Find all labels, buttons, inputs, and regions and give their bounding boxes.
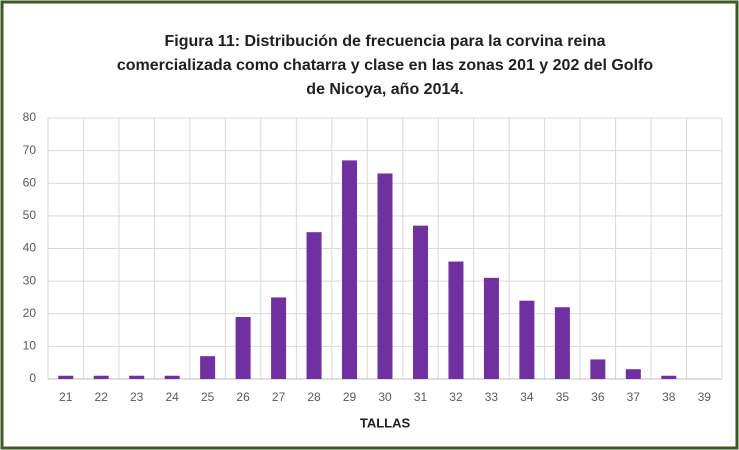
x-tick-label: 38 — [662, 390, 676, 404]
bar — [342, 160, 358, 379]
y-tick-label: 30 — [23, 273, 37, 287]
x-axis-title: TALLAS — [360, 415, 411, 430]
bar — [483, 277, 499, 379]
x-tick-label: 28 — [307, 390, 321, 404]
bar — [377, 173, 393, 379]
bar — [58, 375, 74, 379]
x-tick-label: 35 — [556, 390, 570, 404]
y-tick-label: 20 — [23, 306, 37, 320]
x-tick-label: 33 — [485, 390, 499, 404]
x-tick-label: 37 — [627, 390, 641, 404]
y-tick-label: 70 — [23, 143, 37, 157]
y-tick-label: 40 — [23, 241, 37, 255]
bar — [164, 375, 180, 379]
y-tick-label: 0 — [29, 371, 36, 385]
x-tick-label: 25 — [201, 390, 215, 404]
bar — [554, 307, 570, 379]
x-tick-label: 30 — [378, 390, 392, 404]
x-tick-label: 32 — [449, 390, 463, 404]
bar — [661, 375, 677, 379]
chart-title: de Nicoya, año 2014. — [306, 81, 463, 98]
x-tick-label: 29 — [343, 390, 357, 404]
chart-title: Figura 11: Distribución de frecuencia pa… — [164, 33, 605, 50]
bar — [93, 375, 109, 379]
x-tick-label: 36 — [591, 390, 605, 404]
bar — [129, 375, 145, 379]
bar — [625, 369, 641, 379]
y-tick-label: 50 — [23, 208, 37, 222]
chart-title: comercializada como chatarra y clase en … — [117, 57, 653, 74]
bar — [271, 297, 287, 379]
x-tick-label: 31 — [414, 390, 428, 404]
bar — [235, 317, 251, 379]
y-tick-label: 80 — [23, 110, 37, 124]
x-tick-label: 34 — [520, 390, 534, 404]
x-tick-label: 26 — [236, 390, 250, 404]
x-tick-label: 23 — [130, 390, 144, 404]
x-tick-label: 39 — [698, 390, 712, 404]
bar — [519, 300, 535, 379]
bar — [412, 225, 428, 379]
bar — [200, 356, 216, 379]
x-tick-label: 21 — [59, 390, 73, 404]
x-tick-label: 24 — [165, 390, 179, 404]
bar — [590, 359, 606, 379]
x-tick-label: 22 — [95, 390, 109, 404]
y-tick-label: 10 — [23, 339, 37, 353]
bar — [448, 261, 464, 379]
x-tick-label: 27 — [272, 390, 286, 404]
y-tick-label: 60 — [23, 175, 37, 189]
bar — [306, 232, 322, 379]
